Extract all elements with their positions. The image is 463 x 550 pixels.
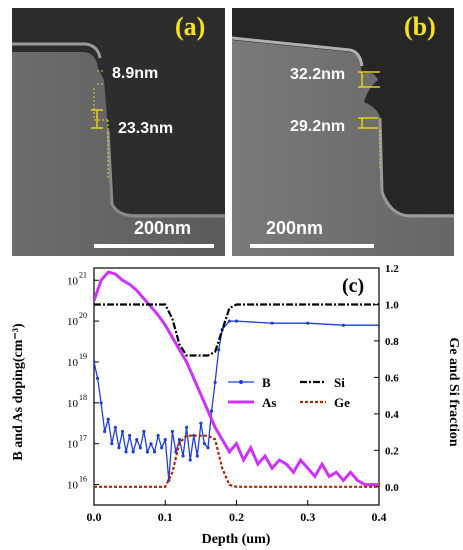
measurement-8-9nm: 8.9nm bbox=[112, 65, 159, 82]
series-b-point bbox=[234, 319, 239, 323]
y-left-tick-label: 10 bbox=[67, 439, 79, 451]
panel-b-label: (b) bbox=[404, 12, 436, 41]
legend-label-as: As bbox=[262, 395, 276, 410]
series-b-point bbox=[199, 421, 203, 425]
x-tick-label: 0.3 bbox=[300, 510, 315, 524]
series-b-point bbox=[195, 454, 199, 458]
series-b-point bbox=[138, 446, 142, 450]
y-left-tick-exponent: 19 bbox=[79, 352, 87, 361]
series-b-point bbox=[95, 376, 100, 380]
x-tick-label: 0.1 bbox=[158, 510, 173, 524]
sem-panel-b: (b) 32.2nm 29.2nm 200nm bbox=[232, 8, 454, 256]
series-ge-line bbox=[94, 434, 379, 488]
y-left-tick-label: 10 bbox=[67, 480, 79, 492]
y-right-tick-label: 1.0 bbox=[385, 299, 399, 311]
x-axis-label: Depth (um) bbox=[202, 532, 271, 547]
series-b-point bbox=[306, 321, 310, 325]
series-b-point bbox=[142, 429, 146, 434]
legend-marker-b bbox=[239, 380, 243, 384]
series-b-point bbox=[188, 458, 192, 462]
y-left-tick-exponent: 16 bbox=[79, 475, 87, 484]
series-b-point bbox=[145, 450, 150, 454]
sem-image-b bbox=[232, 8, 454, 256]
series-b-point bbox=[110, 442, 114, 446]
measurement-32-2nm: 32.2nm bbox=[290, 66, 346, 83]
y-right-tick-label: 0.4 bbox=[385, 409, 399, 421]
series-b-point bbox=[103, 429, 107, 434]
series-b-point bbox=[206, 446, 210, 450]
y-right-tick-label: 0.6 bbox=[385, 372, 399, 384]
series-b-point bbox=[341, 323, 345, 327]
sem-panel-a: (a) 8.9nm 23.3nm 200nm bbox=[12, 8, 225, 256]
measurement-29-2nm: 29.2nm bbox=[290, 118, 346, 135]
series-as-line bbox=[94, 270, 379, 487]
panel-a-label: (a) bbox=[175, 12, 206, 41]
series-b-point bbox=[106, 417, 110, 421]
series-b-point bbox=[217, 348, 221, 352]
doping-profile-chart: 0.0 0.1 0.2 0.3 0.41016101710181019102010210… bbox=[11, 263, 461, 547]
series-b-point bbox=[177, 438, 182, 442]
panel-c-label: (c) bbox=[342, 275, 364, 297]
y-left-tick-label: 10 bbox=[67, 316, 79, 328]
series-b-point bbox=[120, 429, 125, 434]
scale-bar-label-b: 200nm bbox=[266, 218, 324, 238]
series-b-point bbox=[152, 450, 157, 454]
y-right-tick-label: 0.8 bbox=[385, 336, 399, 348]
scale-bar-label-a: 200nm bbox=[134, 218, 192, 238]
sem-image-a bbox=[12, 8, 225, 256]
series-si-line bbox=[94, 303, 379, 357]
legend-label-si: Si bbox=[334, 375, 345, 390]
series-b-point bbox=[181, 454, 185, 458]
y-left-tick-label: 10 bbox=[67, 398, 79, 410]
series-b-point bbox=[149, 442, 153, 446]
y-left-tick-exponent: 18 bbox=[79, 393, 87, 402]
series-b-point bbox=[156, 433, 160, 438]
measure-lines-b bbox=[358, 71, 381, 168]
y-right-tick-label: 0.0 bbox=[385, 482, 399, 494]
y-axis-left-label: B and As doping(cm⁻³) bbox=[11, 323, 26, 461]
series-b-point bbox=[124, 450, 128, 454]
series-layer bbox=[94, 270, 379, 488]
series-b-point bbox=[163, 438, 167, 442]
series-b-point bbox=[113, 425, 117, 429]
measurement-23-3nm: 23.3nm bbox=[118, 120, 174, 137]
series-b-point bbox=[209, 409, 214, 413]
series-b-point bbox=[160, 446, 164, 450]
measure-lines-a bbox=[91, 70, 109, 178]
series-b-point bbox=[128, 433, 132, 438]
series-b-point bbox=[202, 442, 207, 446]
series-b-point bbox=[185, 425, 189, 429]
legend-label-b: B bbox=[262, 375, 271, 390]
y-axis-right-label: Ge and Si fraction bbox=[446, 337, 461, 446]
legend-label-ge: Ge bbox=[334, 395, 350, 410]
axes-layer: 0.0 0.1 0.2 0.3 0.41016101710181019102010210… bbox=[67, 263, 399, 524]
series-b-point bbox=[270, 321, 274, 325]
x-tick-label: 0.2 bbox=[229, 510, 244, 524]
scale-bar-b bbox=[250, 244, 374, 248]
series-b-point bbox=[377, 323, 379, 327]
x-tick-label: 0.0 bbox=[87, 510, 102, 524]
series-b-point bbox=[99, 401, 103, 405]
series-b-point bbox=[131, 450, 135, 454]
y-left-tick-exponent: 20 bbox=[79, 311, 87, 320]
y-left-tick-label: 10 bbox=[67, 357, 79, 369]
series-b-point bbox=[117, 446, 121, 450]
y-left-tick-label: 10 bbox=[67, 275, 79, 287]
series-b-point bbox=[94, 360, 96, 364]
series-b-point bbox=[170, 429, 174, 434]
series-b-point bbox=[213, 380, 217, 385]
legend: B As Si Ge bbox=[228, 375, 350, 410]
series-b-point bbox=[135, 438, 139, 442]
y-right-tick-label: 1.2 bbox=[385, 263, 399, 275]
y-left-tick-exponent: 17 bbox=[79, 434, 87, 443]
series-b-point bbox=[227, 319, 231, 323]
y-left-tick-exponent: 21 bbox=[79, 270, 87, 279]
x-tick-label: 0.4 bbox=[372, 510, 387, 524]
y-right-tick-label: 0.2 bbox=[385, 445, 399, 457]
scale-bar-a bbox=[94, 244, 214, 248]
